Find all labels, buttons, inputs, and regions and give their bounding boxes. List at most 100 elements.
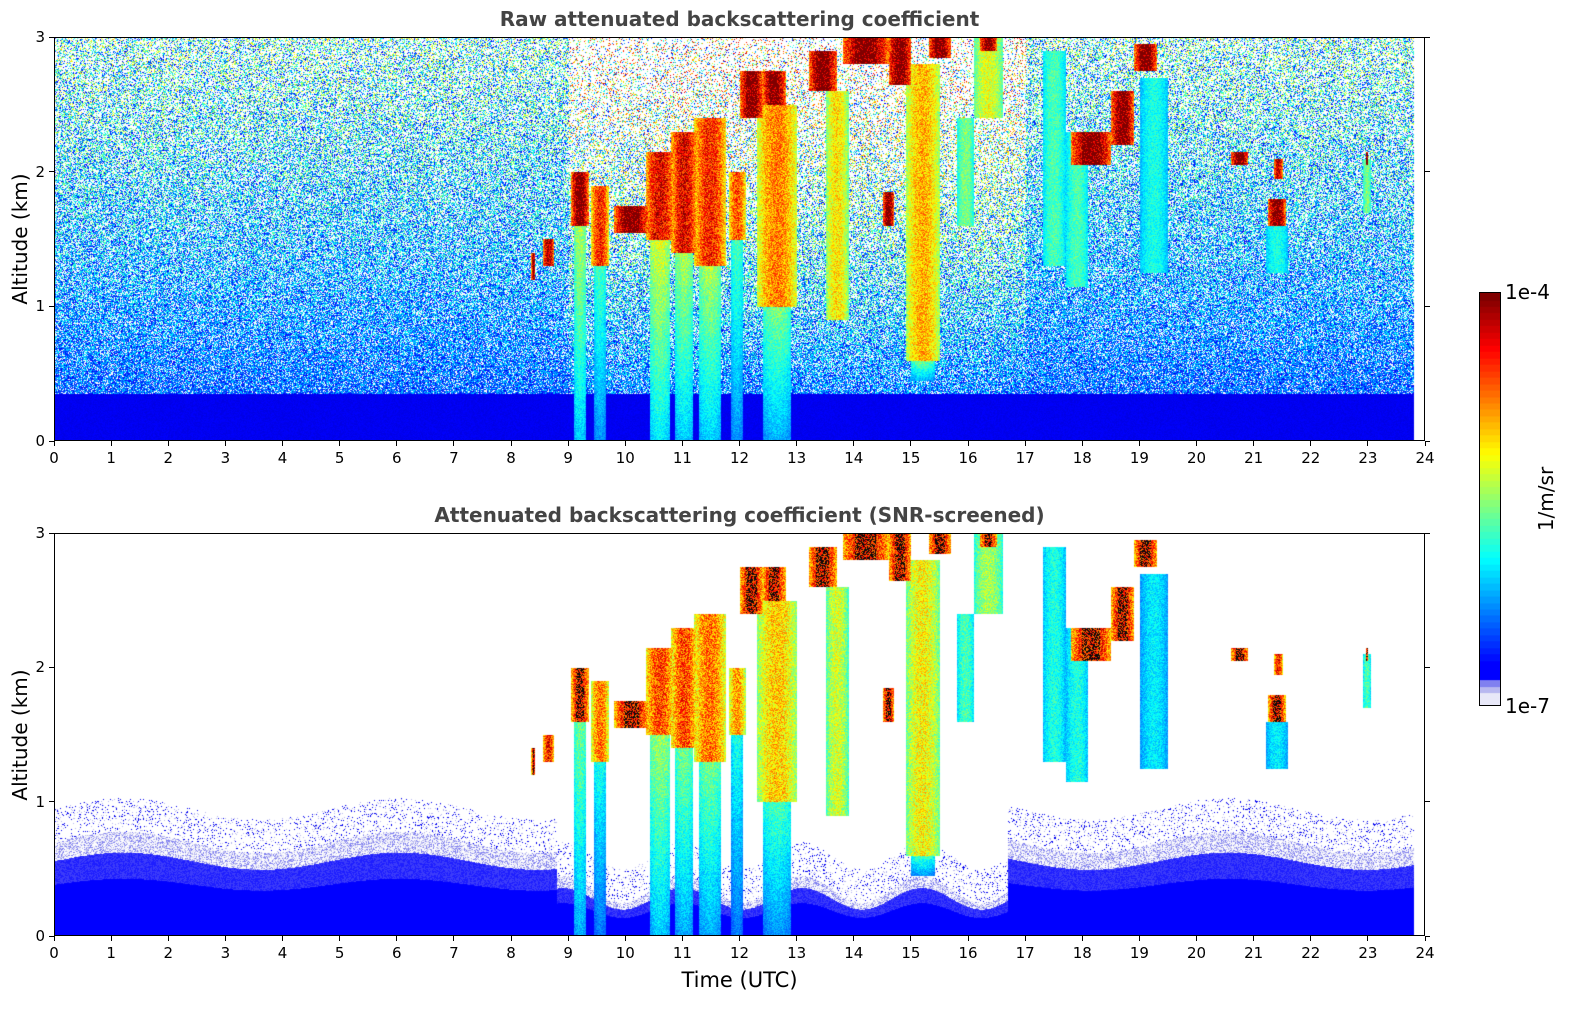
x-tick-mark [453, 441, 455, 446]
x-tick-mark [567, 936, 569, 941]
x-tick-mark [1310, 936, 1312, 941]
x-tick-mark [1196, 441, 1197, 446]
x-tick-label: 7 [449, 944, 459, 962]
y-tick-mark [49, 532, 54, 534]
x-tick-mark [910, 936, 912, 941]
x-tick-label: 3 [220, 944, 231, 962]
x-tick-label: 15 [901, 449, 921, 467]
x-tick-mark [1138, 441, 1140, 446]
y-tick-mark [1425, 935, 1430, 937]
bottom-panel-xlabel: Time (UTC) [681, 968, 798, 992]
x-tick-label: 24 [1415, 944, 1435, 962]
x-tick-label: 1 [106, 449, 116, 467]
top-panel-ylabel: Altitude (km) [8, 173, 32, 305]
x-tick-label: 15 [901, 944, 921, 962]
x-tick-label: 17 [1015, 944, 1035, 962]
x-tick-mark [396, 936, 398, 941]
x-tick-label: 16 [958, 944, 978, 962]
x-tick-mark [1424, 441, 1426, 446]
x-tick-label: 11 [672, 944, 692, 962]
x-tick-label: 10 [615, 449, 635, 467]
colorbar-max-label: 1e-4 [1505, 280, 1550, 304]
x-tick-label: 24 [1415, 449, 1435, 467]
x-tick-label: 14 [844, 944, 864, 962]
x-tick-mark [681, 936, 683, 941]
x-tick-label: 4 [277, 449, 288, 467]
y-tick-mark [49, 935, 54, 937]
x-tick-label: 0 [49, 944, 59, 962]
x-tick-mark [396, 441, 398, 446]
x-tick-mark [796, 936, 798, 941]
x-tick-label: 19 [1129, 449, 1149, 467]
colorbar-min-label: 1e-7 [1505, 694, 1550, 718]
x-tick-label: 2 [163, 449, 174, 467]
x-tick-mark [624, 936, 626, 941]
x-tick-mark [681, 441, 683, 446]
x-tick-mark [1196, 936, 1197, 941]
x-tick-label: 11 [672, 449, 692, 467]
x-tick-mark [282, 441, 283, 446]
y-tick-label: 0 [35, 927, 45, 945]
x-tick-label: 10 [615, 944, 635, 962]
x-tick-mark [167, 936, 169, 941]
x-tick-label: 7 [449, 449, 459, 467]
bottom-panel-title: Attenuated backscattering coefficient (S… [434, 503, 1045, 527]
x-tick-label: 8 [506, 944, 516, 962]
colorbar [1479, 292, 1501, 706]
y-tick-mark [49, 801, 54, 803]
x-tick-label: 18 [1072, 449, 1092, 467]
x-tick-mark [910, 441, 912, 446]
y-tick-mark [1425, 666, 1430, 668]
y-tick-label: 2 [35, 162, 45, 181]
x-tick-mark [739, 936, 740, 941]
x-tick-mark [624, 441, 626, 446]
x-tick-label: 20 [1186, 449, 1207, 467]
y-tick-mark [1425, 801, 1430, 803]
y-tick-label: 0 [35, 432, 45, 450]
x-tick-mark [1424, 936, 1426, 941]
x-tick-label: 17 [1015, 449, 1035, 467]
x-tick-mark [853, 441, 855, 446]
x-tick-mark [453, 936, 455, 941]
bottom-panel-heatmap [54, 533, 1425, 936]
x-tick-mark [53, 441, 55, 446]
bottom-panel-ylabel: Altitude (km) [8, 668, 32, 801]
x-tick-mark [510, 441, 512, 446]
y-tick-mark [49, 171, 54, 173]
y-tick-label: 3 [35, 524, 45, 542]
x-tick-label: 9 [563, 944, 573, 962]
x-tick-mark [224, 936, 226, 941]
x-tick-label: 22 [1301, 944, 1321, 962]
x-tick-mark [1138, 936, 1140, 941]
x-tick-label: 20 [1186, 944, 1207, 962]
bottom-panel-frame [54, 533, 1425, 936]
x-tick-label: 9 [563, 449, 573, 467]
x-tick-mark [1024, 936, 1026, 941]
y-tick-mark [49, 440, 54, 442]
y-tick-mark [49, 666, 54, 668]
y-tick-mark [1425, 36, 1430, 38]
x-tick-label: 4 [277, 944, 288, 962]
y-tick-mark [1425, 440, 1430, 442]
top-panel-heatmap [54, 37, 1425, 441]
x-tick-label: 13 [787, 944, 807, 962]
x-tick-mark [567, 441, 569, 446]
x-tick-label: 19 [1129, 944, 1149, 962]
x-tick-mark [1253, 936, 1255, 941]
top-panel-frame [54, 37, 1425, 441]
x-tick-mark [282, 936, 283, 941]
y-tick-label: 2 [35, 658, 45, 677]
x-tick-label: 6 [391, 944, 402, 962]
x-tick-label: 23 [1358, 944, 1378, 962]
x-tick-mark [167, 441, 169, 446]
x-tick-label: 5 [334, 449, 345, 467]
x-tick-label: 2 [163, 944, 174, 962]
x-tick-label: 16 [958, 449, 978, 467]
x-tick-mark [853, 936, 855, 941]
x-tick-mark [1024, 441, 1026, 446]
y-tick-mark [1425, 305, 1430, 307]
x-tick-mark [1081, 936, 1083, 941]
top-panel-title: Raw attenuated backscattering coefficien… [499, 7, 980, 31]
x-tick-mark [1367, 441, 1369, 446]
x-tick-label: 21 [1244, 449, 1264, 467]
